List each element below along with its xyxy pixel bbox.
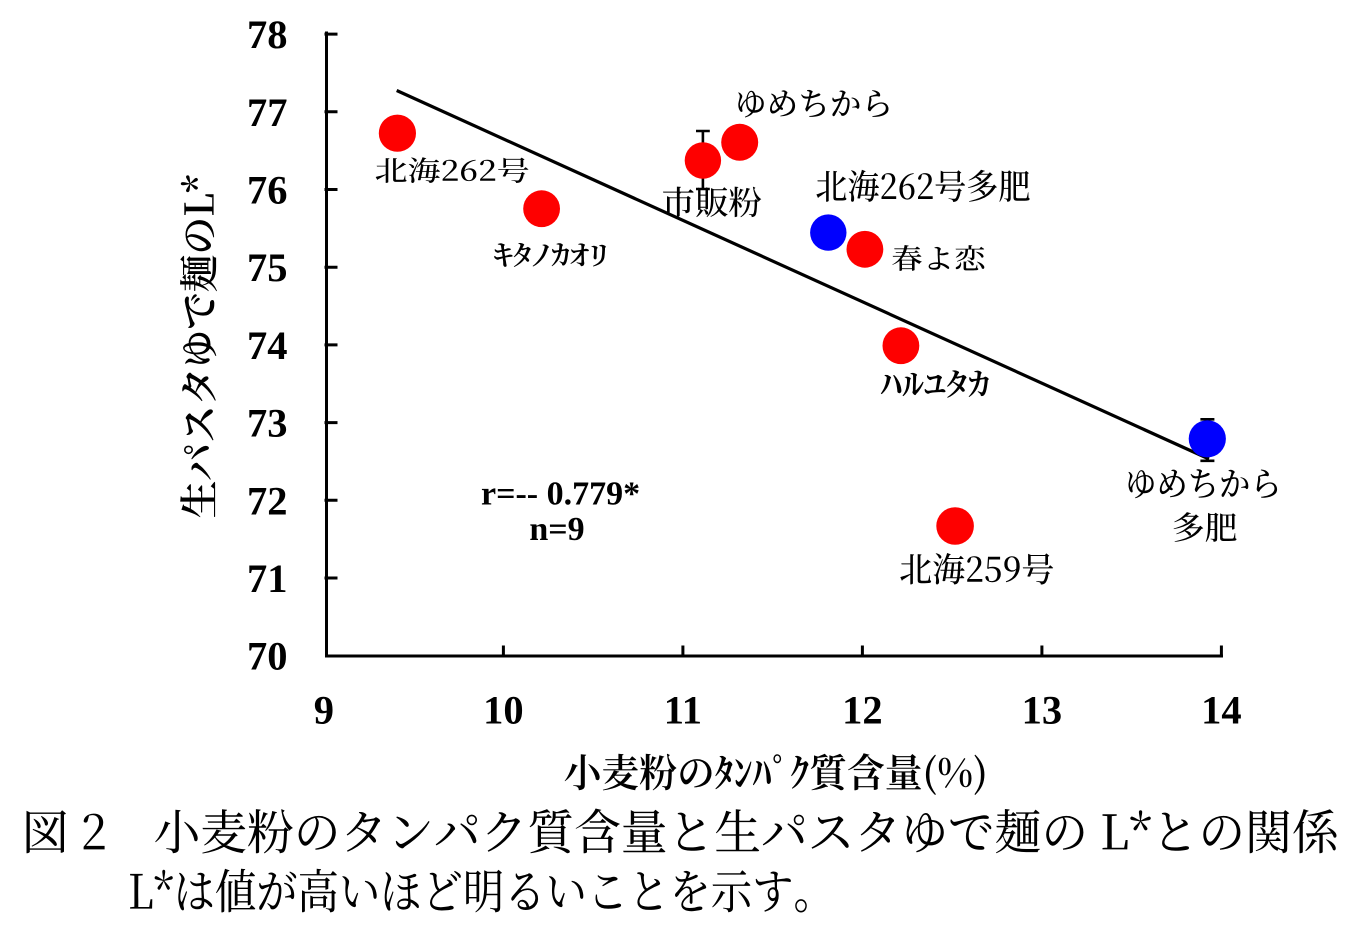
- svg-text:73: 73: [247, 401, 288, 446]
- svg-text:76: 76: [247, 168, 288, 213]
- svg-text:n=9: n=9: [529, 511, 584, 548]
- svg-text:14: 14: [1201, 688, 1242, 733]
- svg-text:9: 9: [314, 688, 334, 733]
- svg-text:11: 11: [664, 688, 702, 733]
- svg-text:r=-- 0.779*: r=-- 0.779*: [481, 476, 640, 513]
- svg-text:75: 75: [247, 245, 288, 290]
- svg-text:70: 70: [247, 634, 288, 679]
- svg-text:10: 10: [483, 688, 524, 733]
- svg-text:12: 12: [842, 688, 883, 733]
- svg-text:13: 13: [1022, 688, 1063, 733]
- svg-text:74: 74: [247, 323, 288, 368]
- svg-text:77: 77: [247, 90, 288, 135]
- svg-text:71: 71: [247, 556, 288, 601]
- svg-text:72: 72: [247, 478, 288, 523]
- svg-text:78: 78: [247, 12, 288, 57]
